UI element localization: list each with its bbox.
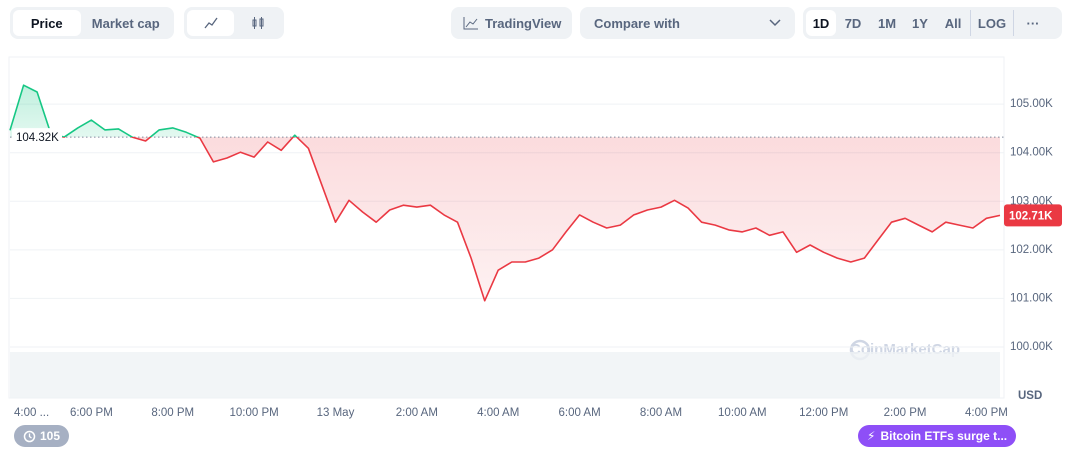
reference-label: 104.32K: [16, 132, 59, 144]
range-button[interactable]: All: [936, 10, 971, 36]
compare-dropdown[interactable]: Compare with: [580, 7, 795, 39]
x-tick-label: 2:00 PM: [884, 407, 927, 419]
x-tick-label: 4:00 AM: [477, 407, 519, 419]
range-button[interactable]: 7D: [844, 15, 862, 31]
tab[interactable]: Market cap: [91, 15, 160, 31]
y-tick-label: 103.00K: [1010, 195, 1053, 207]
history-badge[interactable]: 105: [14, 425, 70, 447]
x-tick-label: 6:00 PM: [70, 407, 113, 419]
x-tick-label: 10:00 AM: [718, 407, 767, 419]
news-badge[interactable]: ⚡ Bitcoin ETFs surge t...: [858, 425, 1017, 447]
chart-style-group: [184, 7, 284, 39]
x-tick-label: 2:00 AM: [396, 407, 438, 419]
x-tick-label: 4:00 PM: [965, 407, 1008, 419]
tab[interactable]: Price: [13, 10, 81, 36]
x-tick-label: 8:00 PM: [151, 407, 194, 419]
y-tick-label: 104.00K: [1010, 147, 1053, 159]
last-price-label: 102.71K: [1009, 210, 1053, 222]
tab-group: Price Market cap: [10, 7, 174, 39]
tradingview-button[interactable]: TradingView: [451, 7, 572, 39]
range-button[interactable]: 1D: [806, 10, 836, 36]
x-tick-label: 13 May: [317, 407, 355, 419]
currency-label: USD: [1018, 390, 1042, 402]
dropdown-label: Compare with: [594, 15, 680, 31]
line-style-button[interactable]: [187, 10, 234, 36]
x-tick-label: 4:00 ...: [14, 407, 49, 419]
reference-label-bg: [12, 128, 62, 147]
x-tick-label: 12:00 PM: [799, 407, 848, 419]
more-button[interactable]: ···: [1026, 15, 1040, 31]
log-button[interactable]: LOG: [971, 10, 1014, 36]
range-button[interactable]: 1M: [877, 15, 897, 31]
y-tick-label: 105.00K: [1010, 98, 1053, 110]
x-tick-label: 8:00 AM: [640, 407, 682, 419]
y-tick-label: 102.00K: [1010, 244, 1053, 256]
chart: CoinMarketCap USD 100.00K101.00K102.00K1…: [8, 56, 1062, 419]
x-tick-label: 6:00 AM: [558, 407, 600, 419]
range-group: 1D 7D 1M 1Y All LOG ···: [803, 7, 1062, 39]
badge-label: 105: [40, 429, 61, 443]
candle-style-button[interactable]: [234, 10, 281, 36]
price-line: [9, 84, 1001, 302]
y-tick-label: 100.00K: [1010, 341, 1053, 353]
x-tick-label: 10:00 PM: [229, 407, 278, 419]
button-label: TradingView: [485, 15, 562, 31]
volume-band: [10, 352, 1000, 398]
badge-label: Bitcoin ETFs surge t...: [880, 429, 1008, 443]
range-button[interactable]: 1Y: [912, 15, 928, 31]
y-tick-label: 101.00K: [1010, 292, 1053, 304]
price-area: [10, 85, 1000, 301]
badge-icon: ⚡: [867, 429, 876, 443]
last-price-tag: [1004, 204, 1062, 227]
